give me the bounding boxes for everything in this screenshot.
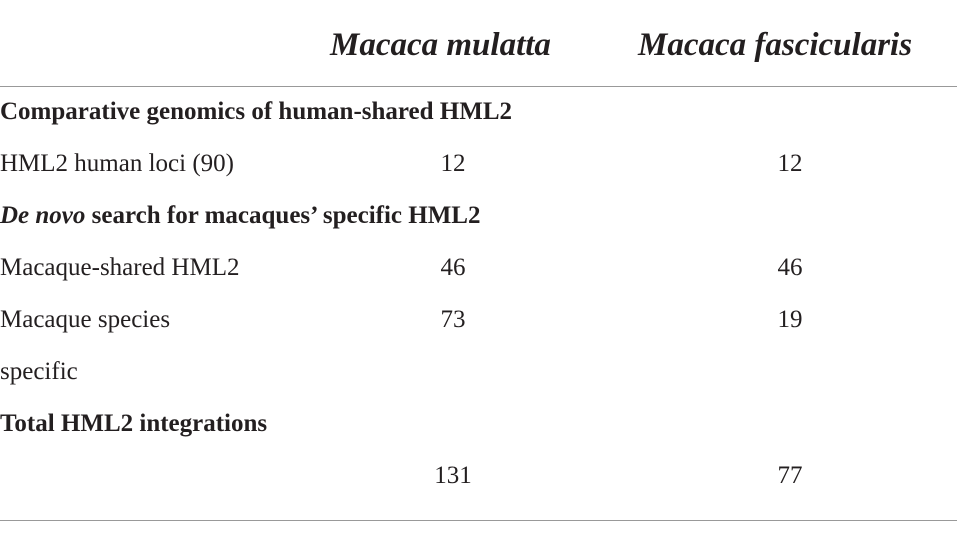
- section-text: Comparative genomics of human-shared HML…: [0, 98, 513, 125]
- section-title: Total HML2 integrations: [0, 398, 267, 450]
- section-title: De novo search for macaques’ specific HM…: [0, 190, 480, 242]
- cell: 77: [777, 462, 803, 489]
- cell: 46: [440, 254, 466, 281]
- cell: 12: [777, 150, 803, 177]
- cell: 12: [440, 150, 466, 177]
- cell: 131: [434, 462, 472, 489]
- rule: [0, 520, 957, 521]
- cell: 19: [777, 306, 803, 333]
- row-label: Macaque-shared HML2: [0, 254, 240, 281]
- section-text: Total HML2 integrations: [0, 410, 268, 437]
- section-italic: De novo: [0, 202, 86, 229]
- column-header: Macaca fascicularis: [638, 27, 913, 63]
- section-text: search for macaques’ specific HML2: [91, 202, 481, 229]
- rule: [0, 86, 957, 87]
- row-label: HML2 human loci (90): [0, 150, 234, 177]
- column-header: Macaca mulatta: [330, 27, 551, 63]
- cell: 73: [440, 306, 466, 333]
- row-label: Macaque species specific: [0, 306, 171, 385]
- section-title: Comparative genomics of human-shared HML…: [0, 86, 512, 138]
- cell: 46: [777, 254, 803, 281]
